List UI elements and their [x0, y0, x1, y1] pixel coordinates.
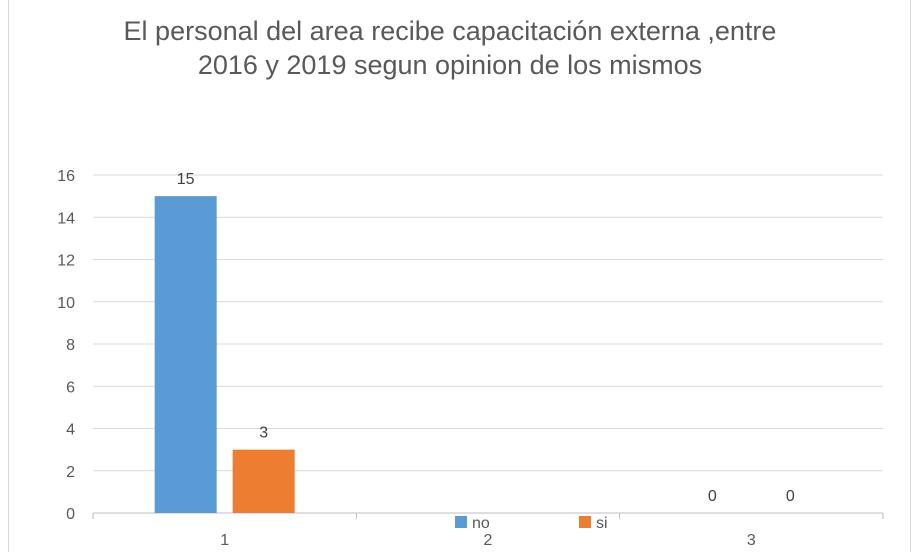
legend-label-si: si [596, 515, 608, 532]
bar-no-1 [154, 196, 217, 513]
y-tick-label: 12 [57, 253, 75, 270]
legend-swatch-no [455, 516, 467, 528]
y-tick-label: 8 [66, 337, 75, 354]
x-tick-label: 3 [747, 532, 756, 549]
y-tick-label: 4 [66, 422, 75, 439]
y-tick-label: 16 [57, 168, 75, 185]
y-tick-label: 14 [57, 210, 75, 227]
data-label: 0 [708, 488, 717, 505]
bar-si-1 [232, 449, 295, 513]
chart-title: El personal del area recibe capacitación… [123, 16, 777, 80]
data-label: 15 [177, 171, 195, 188]
y-tick-label: 10 [57, 295, 75, 312]
x-tick-label: 2 [484, 532, 493, 549]
y-tick-label: 6 [66, 379, 75, 396]
legend-label-no: no [472, 515, 490, 532]
chart-frame [8, 0, 911, 552]
x-tick-label: 1 [220, 532, 229, 549]
y-tick-label: 0 [66, 506, 75, 523]
legend-swatch-si [579, 516, 591, 528]
y-tick-label: 2 [66, 464, 75, 481]
data-label: 3 [259, 425, 268, 442]
data-label: 0 [786, 488, 795, 505]
